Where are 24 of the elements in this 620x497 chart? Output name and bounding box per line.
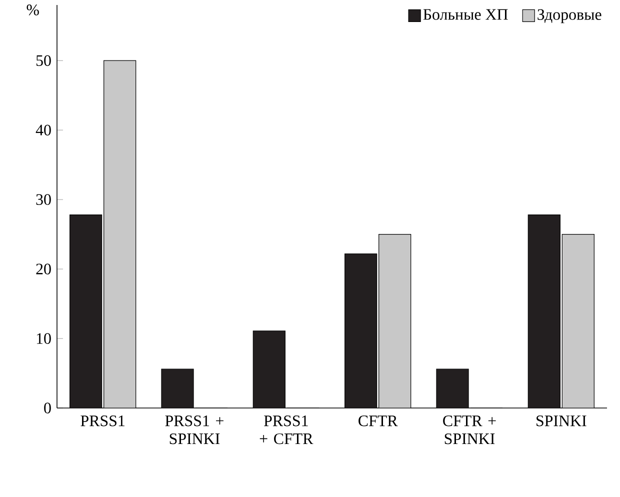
y-tick-label: 30 xyxy=(36,194,51,205)
x-tick-label: PRSS1 xyxy=(80,416,124,426)
legend-label: Больные ХП xyxy=(423,9,508,20)
x-tick-label: SPINKI xyxy=(536,416,586,426)
bar xyxy=(161,368,194,408)
bar xyxy=(528,214,560,408)
bar xyxy=(70,214,102,408)
y-tick-label: 20 xyxy=(36,264,51,274)
bar xyxy=(344,253,378,408)
y-tick-label: 40 xyxy=(36,124,51,136)
y-tick-label: 0 xyxy=(44,402,51,414)
legend-label: Здоровые xyxy=(538,9,602,24)
x-tick-label: PRSS1 + CFTR xyxy=(260,416,314,444)
x-tick-label: PRSS1 + SPINKI xyxy=(165,416,224,444)
y-tick-label: 50 xyxy=(36,55,51,66)
bar xyxy=(562,234,594,408)
bar xyxy=(252,330,286,408)
y-axis-title: % xyxy=(26,4,39,16)
x-tick-label: CFTR + SPINKI xyxy=(443,416,496,444)
y-tick-label: 10 xyxy=(36,333,51,344)
bar xyxy=(378,234,412,408)
bar xyxy=(104,60,136,408)
x-tick-label: CFTR xyxy=(358,416,398,426)
bar xyxy=(436,368,469,408)
